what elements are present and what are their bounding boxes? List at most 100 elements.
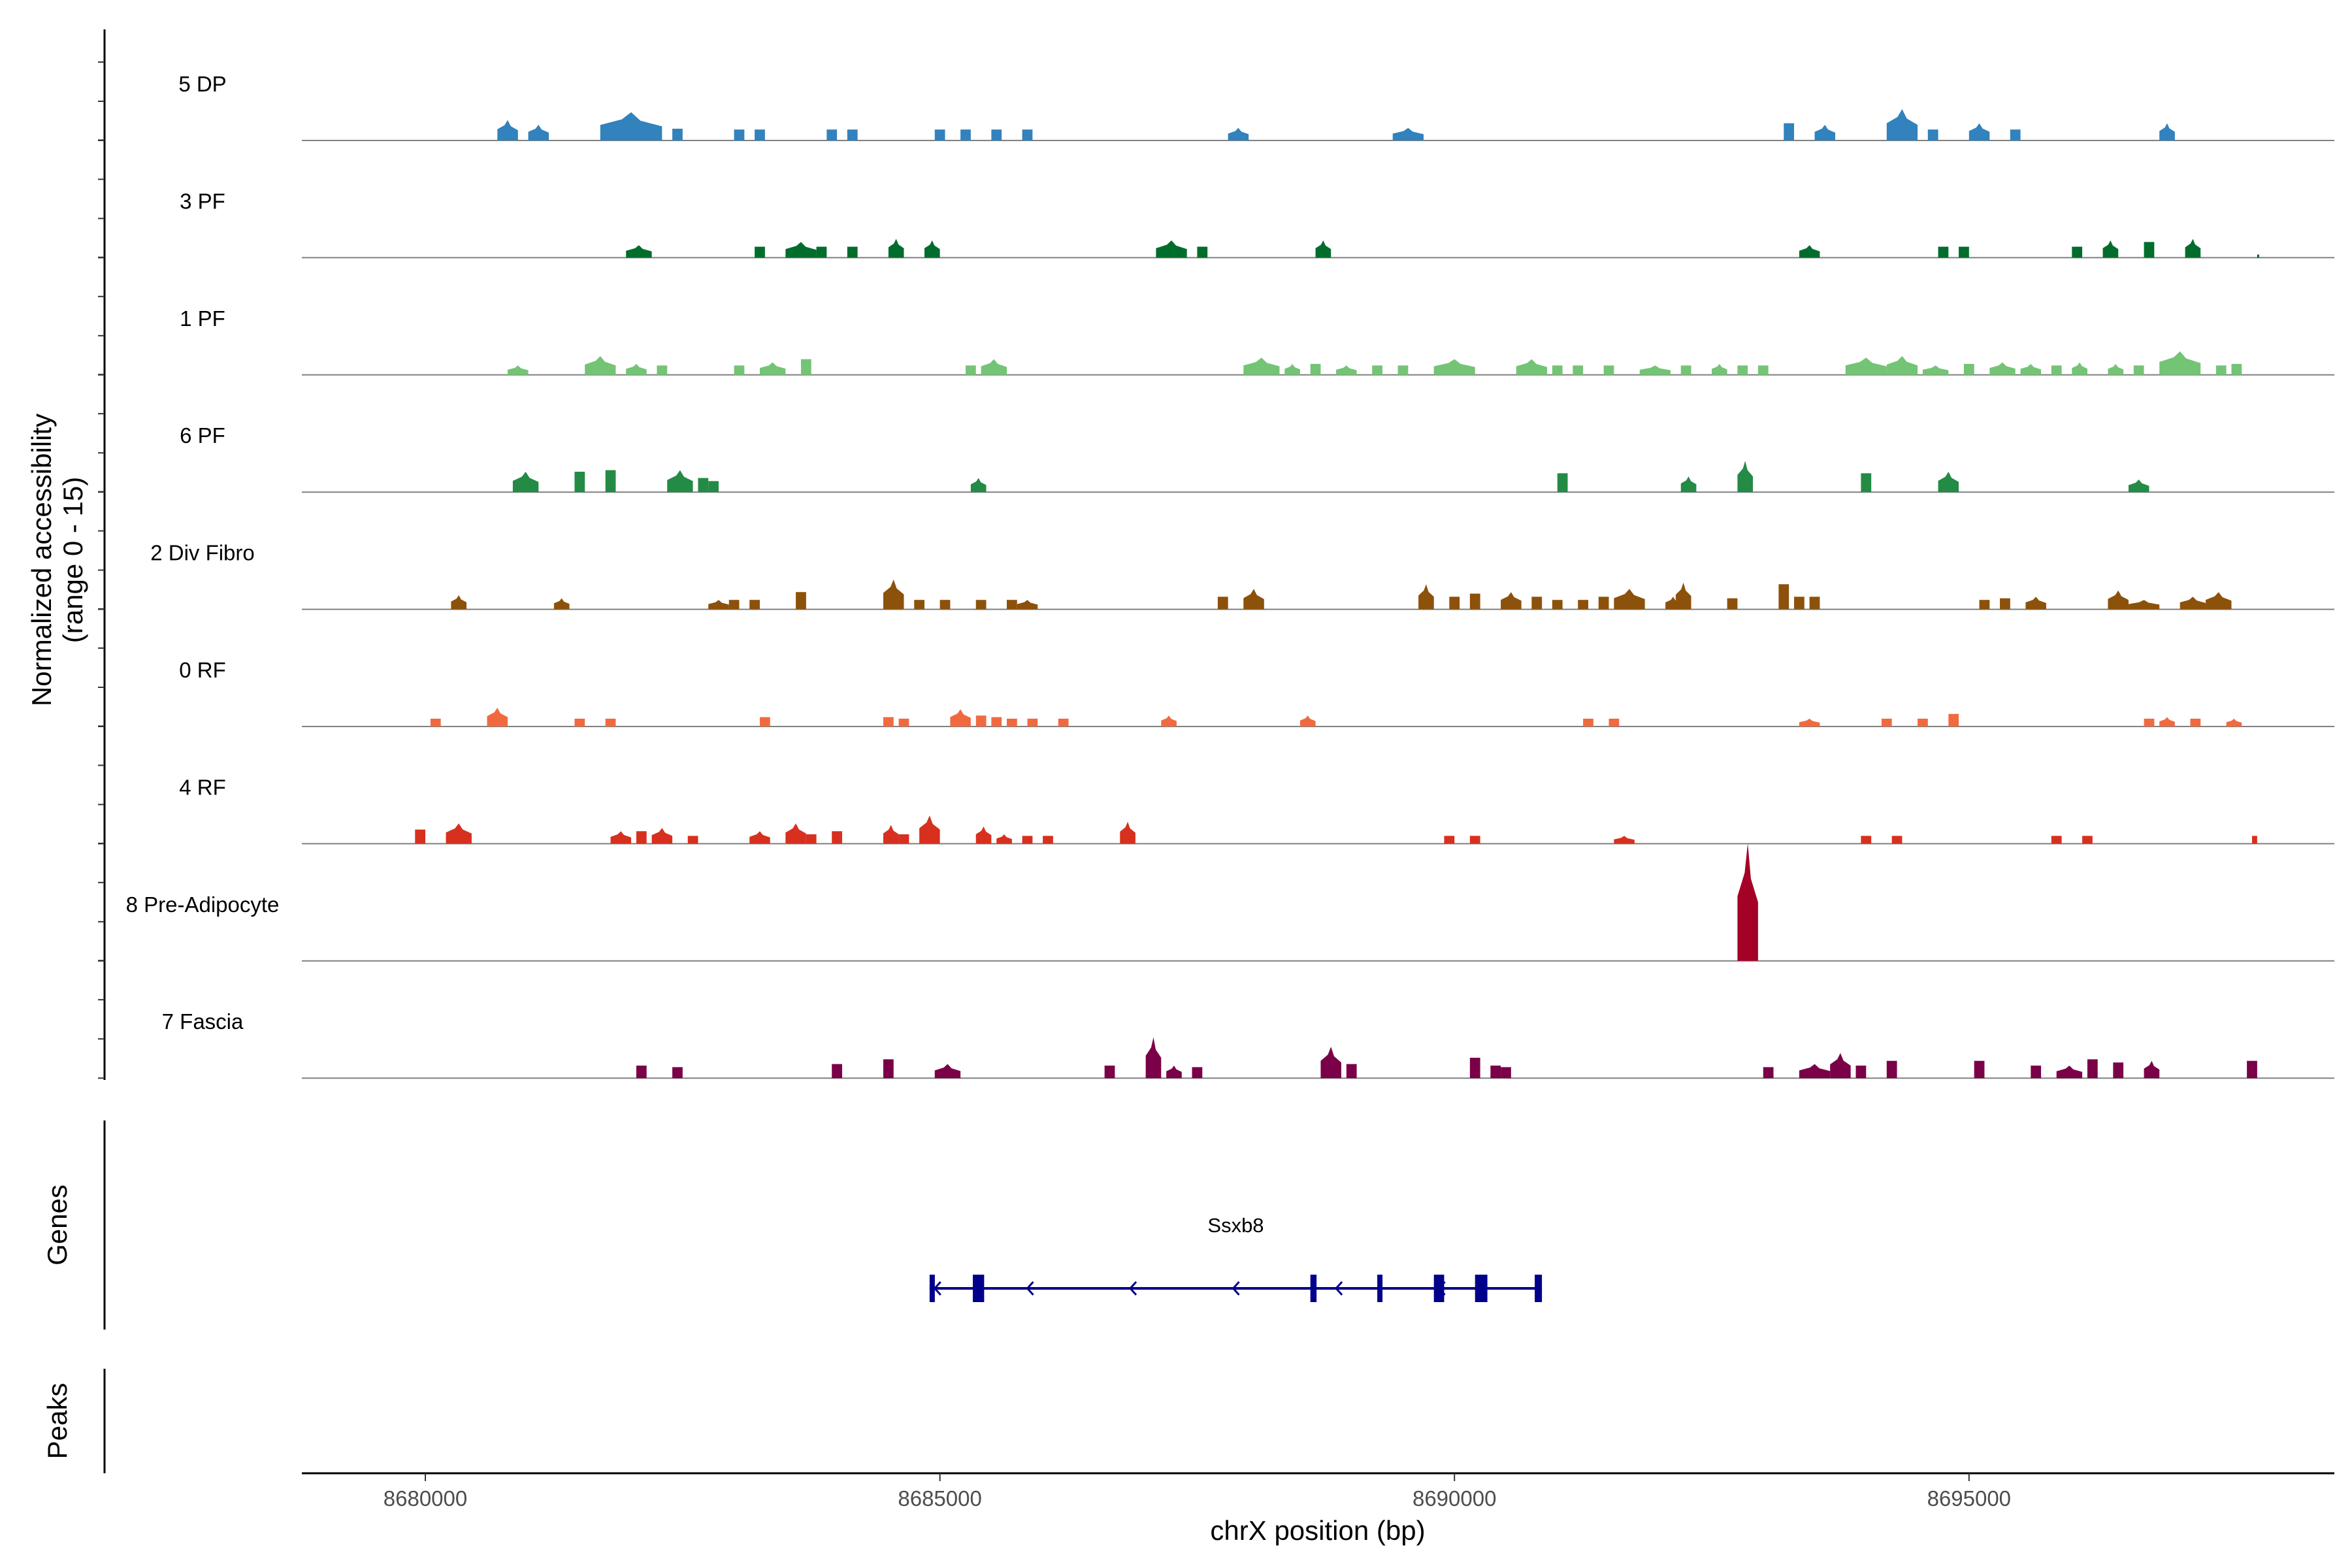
coverage-peak bbox=[672, 1067, 683, 1079]
coverage-peak bbox=[2082, 836, 2093, 844]
x-tick-label: 8695000 bbox=[1927, 1486, 2011, 1511]
coverage-peak bbox=[585, 356, 616, 375]
coverage-peak bbox=[605, 470, 616, 493]
coverage-peak bbox=[800, 359, 811, 375]
coverage-peak bbox=[1552, 600, 1563, 610]
coverage-peak bbox=[508, 365, 529, 375]
coverage-peak bbox=[2231, 364, 2242, 375]
coverage-peak bbox=[883, 580, 904, 610]
coverage-peak bbox=[1392, 127, 1424, 140]
coverage-peak bbox=[610, 831, 632, 844]
coverage-peak bbox=[600, 112, 662, 140]
coverage-peak bbox=[1501, 1067, 1511, 1079]
coverage-peak bbox=[1433, 359, 1475, 375]
coverage-peak bbox=[1855, 1066, 1867, 1079]
coverage-peak bbox=[574, 719, 585, 727]
coverage-peak bbox=[1552, 365, 1563, 375]
coverage-peak bbox=[1027, 719, 1038, 727]
strand-arrow-icon bbox=[1335, 1281, 1343, 1296]
coverage-peak bbox=[2144, 719, 2155, 727]
coverage-peak bbox=[734, 129, 745, 140]
gene-exon bbox=[929, 1275, 935, 1302]
coverage-peak bbox=[1778, 584, 1789, 610]
coverage-peak bbox=[1603, 365, 1614, 375]
coverage-peak bbox=[888, 238, 904, 258]
coverage-peak bbox=[2051, 836, 2062, 844]
coverage-peak bbox=[2215, 365, 2227, 375]
coverage-peak bbox=[1469, 593, 1480, 610]
coverage-peak bbox=[1197, 246, 1208, 258]
coverage-peak bbox=[2128, 600, 2160, 610]
coverage-peak bbox=[759, 362, 786, 375]
gene-label: Ssxb8 bbox=[1207, 1214, 1264, 1237]
coverage-peak bbox=[605, 719, 616, 727]
coverage-peak bbox=[1583, 719, 1593, 727]
strand-arrow-icon bbox=[1437, 1281, 1446, 1296]
coverage-peak bbox=[636, 1066, 647, 1079]
coverage-peak bbox=[1372, 365, 1382, 375]
coverage-peak bbox=[1799, 719, 1820, 727]
coverage-peak bbox=[1737, 843, 1758, 961]
x-tick-label: 8680000 bbox=[384, 1486, 467, 1511]
coverage-peak bbox=[914, 600, 924, 610]
coverage-peak bbox=[1320, 1047, 1341, 1079]
coverage-peak bbox=[1989, 362, 2016, 375]
coverage-peak bbox=[487, 708, 508, 727]
coverage-peak bbox=[1104, 1066, 1115, 1079]
coverage-peak bbox=[672, 129, 683, 140]
coverage-peak bbox=[1516, 359, 1547, 375]
coverage-peak bbox=[1881, 719, 1892, 727]
track-8: 8 Pre-Adipocyte bbox=[126, 843, 2334, 962]
coverage-peak bbox=[1959, 246, 1969, 258]
x-tick-label: 8685000 bbox=[898, 1486, 981, 1511]
coverage-peak bbox=[2190, 719, 2201, 727]
coverage-peak bbox=[667, 470, 693, 493]
coverage-peak bbox=[1058, 719, 1069, 727]
coverage-peak bbox=[626, 364, 647, 375]
coverage-peak bbox=[1886, 109, 1918, 140]
coverage-peak bbox=[1449, 596, 1460, 610]
coverage-peak bbox=[1886, 1060, 1897, 1079]
track-label: 8 Pre-Adipocyte bbox=[126, 892, 280, 917]
coverage-peak bbox=[1007, 600, 1017, 610]
coverage-peak bbox=[1814, 125, 1836, 140]
coverage-peak bbox=[924, 240, 940, 258]
coverage-peak bbox=[2102, 240, 2119, 258]
coverage-peak bbox=[816, 246, 827, 258]
coverage-peak bbox=[847, 129, 858, 140]
strand-arrow-icon bbox=[1232, 1281, 1240, 1296]
track-label: 5 DP bbox=[178, 72, 226, 96]
track-label: 4 RF bbox=[179, 775, 226, 799]
track-label: 3 PF bbox=[180, 189, 225, 213]
coverage-peak bbox=[2108, 364, 2124, 375]
coverage-peak bbox=[1022, 129, 1033, 140]
coverage-peak bbox=[1757, 365, 1769, 375]
y-axis-label-line2: (range 0 - 15) bbox=[57, 477, 88, 643]
coverage-peak bbox=[1043, 836, 1053, 844]
coverage-peak bbox=[1598, 596, 1609, 610]
coverage-peak bbox=[749, 600, 760, 610]
y-axis-label-line1: Normalized accessibility bbox=[26, 414, 57, 706]
coverage-peak bbox=[1948, 713, 1959, 727]
coverage-peak bbox=[1727, 598, 1738, 610]
coverage-peak bbox=[2128, 480, 2149, 493]
coverage-peak bbox=[2056, 1066, 2083, 1079]
coverage-peak bbox=[934, 1064, 961, 1079]
track-label: 7 Fascia bbox=[162, 1009, 244, 1034]
coverage-peak bbox=[1680, 365, 1691, 375]
coverage-peak bbox=[796, 592, 806, 610]
coverage-peak bbox=[2251, 836, 2257, 844]
coverage-peak bbox=[759, 717, 770, 727]
coverage-peak bbox=[883, 717, 894, 727]
coverage-peak bbox=[2010, 129, 2021, 140]
coverage-peak bbox=[2051, 365, 2062, 375]
coverage-peak bbox=[1284, 364, 1300, 375]
coverage-peak bbox=[883, 825, 899, 844]
coverage-peak bbox=[2257, 254, 2260, 258]
track-7: 4 RF bbox=[179, 775, 2334, 845]
coverage-peak bbox=[1799, 245, 1820, 258]
gene-track: Ssxb8 bbox=[929, 1214, 1543, 1302]
gene-exon bbox=[1535, 1275, 1543, 1302]
coverage-peak bbox=[1017, 600, 1038, 610]
